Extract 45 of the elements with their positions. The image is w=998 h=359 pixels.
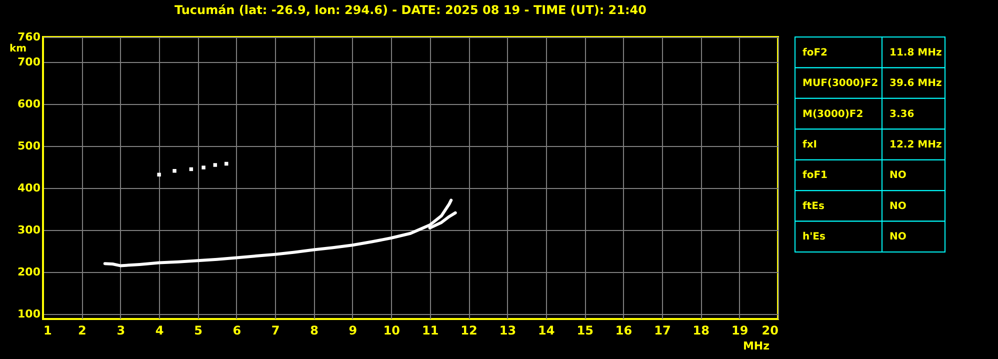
- x-axis-title: MHz: [742, 340, 770, 352]
- category-label: M(3000)F2: [802, 108, 864, 120]
- x-tick-label: 7: [271, 324, 280, 338]
- x-tick-label: 4: [155, 324, 164, 338]
- y-tick-label: 600: [18, 98, 41, 111]
- y-axis-title: km: [10, 44, 27, 54]
- x-tick-label: 2: [78, 324, 86, 338]
- x-tick-label: 13: [499, 324, 516, 338]
- category-label: foF1: [802, 170, 828, 182]
- x-tick-label: 11: [422, 324, 439, 338]
- x-tick-label: 10: [383, 324, 400, 338]
- text: 12.2 MHz: [890, 140, 942, 150]
- text: NO: [890, 170, 906, 182]
- category-label: fxI: [802, 140, 818, 150]
- category-label: h'Es: [802, 232, 826, 243]
- y-tick-label: 500: [18, 140, 41, 153]
- x-tick-label: 14: [538, 324, 555, 338]
- y-tick-label: 100: [18, 307, 41, 320]
- x-tick-label: 20: [762, 324, 778, 338]
- x-tick-label: 15: [576, 324, 594, 338]
- text: NO: [890, 200, 906, 212]
- x-tick-label: 1: [44, 324, 52, 338]
- y-tick-label: 760: [18, 30, 41, 44]
- text: 39.6 MHz: [890, 78, 942, 90]
- x-tick-label: 3: [116, 324, 126, 338]
- x-tick-label: 16: [615, 324, 632, 338]
- x-tick-label: 8: [310, 324, 318, 338]
- chart-title: Tucumán (lat: -26.9, lon: 294.6) - DATE: 2025 08 19 - TIME (UT): 21:40: [174, 3, 646, 17]
- text: NO: [890, 232, 906, 243]
- y-tick-label: 300: [18, 224, 41, 237]
- x-tick-label: 19: [731, 324, 748, 338]
- category-label: ftEs: [802, 200, 824, 212]
- x-tick-label: 9: [348, 324, 358, 338]
- text: 11.8 MHz: [890, 47, 942, 58]
- x-tick-label: 12: [460, 324, 478, 338]
- category-label: MUF(3000)F2: [802, 78, 878, 90]
- y-tick-label: 200: [18, 266, 41, 278]
- y-tick-label: 700: [18, 56, 41, 69]
- x-tick-label: 17: [654, 324, 671, 338]
- x-tick-label: 18: [692, 324, 710, 338]
- x-tick-label: 5: [194, 324, 202, 338]
- text: 3.36: [890, 108, 914, 120]
- x-tick-label: 6: [232, 324, 242, 338]
- y-tick-label: 400: [18, 182, 41, 195]
- category-label: foF2: [802, 47, 828, 58]
